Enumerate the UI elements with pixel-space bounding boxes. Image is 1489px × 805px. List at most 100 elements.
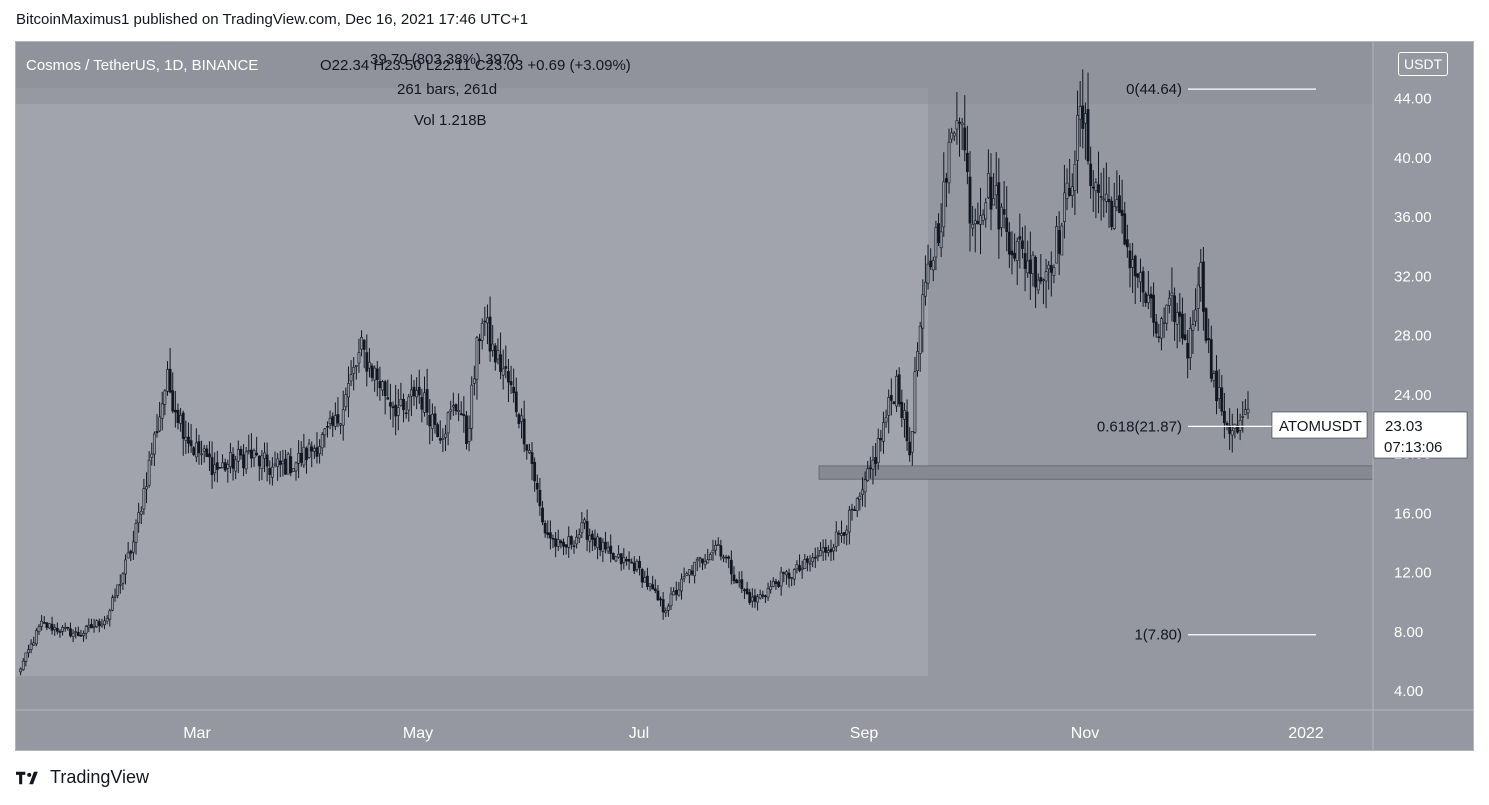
candle-body	[617, 553, 620, 558]
candle-body	[1005, 217, 1009, 232]
last-price-label: 23.03	[1385, 418, 1423, 435]
candle-body	[341, 409, 345, 426]
candle-body	[1110, 200, 1114, 227]
candle-body	[792, 569, 796, 580]
candle-body	[1063, 192, 1066, 222]
candle-body	[160, 403, 164, 419]
candle-body	[32, 642, 36, 646]
candle-body	[1049, 265, 1053, 273]
candle-body	[693, 561, 697, 577]
candle-body	[63, 627, 67, 629]
candle-body	[223, 462, 227, 471]
candle-body	[478, 338, 481, 342]
candle-body	[1199, 262, 1203, 288]
candle-body	[412, 386, 416, 397]
candle-body	[708, 554, 712, 561]
candle-body	[627, 559, 631, 562]
candle-body	[483, 320, 487, 323]
candle-body	[895, 375, 898, 407]
candle-body	[1112, 206, 1116, 229]
candle-body	[517, 414, 521, 424]
candle-body	[200, 453, 203, 456]
candle-body	[1204, 308, 1208, 341]
candle-body	[569, 536, 573, 545]
candle-body	[449, 409, 453, 412]
candle-body	[34, 630, 38, 645]
candle-body	[137, 512, 141, 524]
candle-body	[441, 437, 445, 440]
candle-body	[1243, 409, 1247, 415]
candle-body	[507, 371, 510, 383]
price-chart[interactable]: 0(44.64) 0.618(21.87) 1(7.80) 4.00 8.00 12.00…	[16, 42, 1473, 750]
candle-body	[798, 565, 801, 571]
candle-body	[1131, 259, 1135, 268]
candle-body	[357, 352, 361, 364]
candle-body	[87, 624, 91, 628]
candle-body	[402, 398, 405, 411]
candle-body	[1228, 425, 1232, 434]
candle-body	[252, 450, 256, 459]
candle-body	[585, 521, 589, 540]
candle-body	[1160, 318, 1163, 339]
candle-body	[368, 361, 371, 369]
candle-body	[790, 577, 794, 579]
candle-body	[934, 227, 938, 258]
candle-body	[108, 610, 112, 620]
currency-badge[interactable]: USDT	[1398, 52, 1449, 76]
candle-body	[347, 383, 350, 398]
candle-body	[1225, 423, 1229, 426]
candle-body	[168, 368, 172, 393]
candle-body	[811, 557, 815, 563]
candle-body	[779, 571, 783, 587]
candle-body	[134, 523, 138, 543]
y-tick-label: 28.00	[1394, 328, 1432, 345]
candle-body	[496, 350, 500, 360]
candle-body	[625, 559, 628, 562]
candle-body	[1181, 313, 1184, 339]
candle-body	[724, 556, 728, 559]
candle-body	[787, 572, 791, 579]
candle-body	[281, 460, 285, 465]
candle-body	[446, 412, 450, 434]
candle-body	[294, 462, 298, 472]
candle-body	[698, 557, 702, 559]
candle-body	[850, 508, 854, 511]
candle-body	[868, 467, 872, 470]
candle-body	[992, 198, 996, 206]
candle-body	[533, 462, 537, 482]
y-tick-label: 24.00	[1394, 387, 1432, 404]
candle-body	[263, 452, 266, 459]
candle-body	[208, 453, 211, 458]
candle-body	[729, 559, 733, 575]
candle-body	[229, 452, 232, 467]
candle-body	[968, 176, 972, 224]
candle-body	[766, 588, 770, 598]
candle-body	[677, 589, 681, 596]
candle-body	[819, 550, 822, 557]
candle-body	[344, 394, 348, 408]
candle-body	[378, 381, 382, 389]
candle-body	[924, 281, 927, 297]
candle-body	[331, 416, 335, 426]
candle-body	[71, 632, 75, 637]
candle-body	[853, 509, 857, 511]
measure-change-text: 39.70 (803.38%) 3970	[370, 51, 518, 68]
candle-body	[543, 523, 547, 534]
candle-body	[409, 389, 413, 397]
candle-body	[512, 386, 516, 394]
candle-body	[105, 618, 109, 622]
candle-body	[879, 437, 883, 441]
candle-body	[520, 415, 523, 422]
candle-body	[158, 416, 162, 432]
candle-body	[842, 532, 846, 536]
candle-body	[79, 634, 83, 637]
candle-body	[179, 414, 183, 424]
candle-body	[546, 532, 550, 536]
candle-body	[315, 447, 319, 457]
candle-body	[488, 316, 492, 352]
chart-frame[interactable]: 0(44.64) 0.618(21.87) 1(7.80) 4.00 8.00 12.00…	[15, 41, 1474, 751]
candle-body	[189, 440, 193, 447]
candle-body	[808, 562, 812, 565]
candle-body	[58, 631, 62, 633]
candle-body	[501, 368, 505, 376]
